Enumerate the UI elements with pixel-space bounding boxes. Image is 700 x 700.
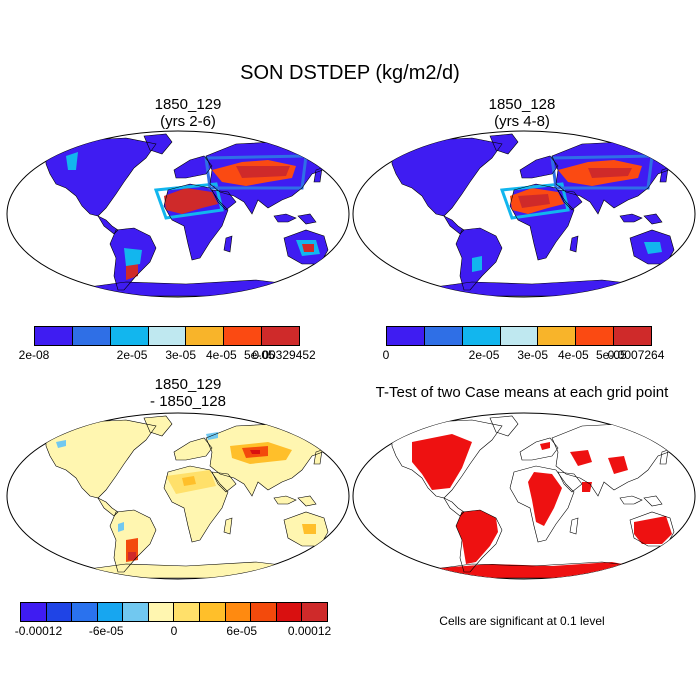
panel3-colorbar <box>20 602 328 622</box>
panel3-map <box>6 412 350 580</box>
panel3-title: 1850_129 - 1850_128 <box>18 376 358 410</box>
panel1-colorbar <box>34 326 300 346</box>
colorbar-swatch <box>123 603 149 621</box>
colorbar-swatch <box>21 603 47 621</box>
sahara-high <box>164 188 218 214</box>
panel3-title-line2: - 1850_128 <box>150 393 226 410</box>
colorbar-label: 4e-05 <box>557 348 589 362</box>
panel1-map <box>6 130 350 298</box>
colorbar-label: 6e-05 <box>226 624 258 638</box>
colorbar-label: -0.00012 <box>14 624 63 638</box>
colorbar-label: -6e-05 <box>88 624 124 638</box>
panel2-title: 1850_128 (yrs 4-8) <box>352 96 692 130</box>
colorbar-swatch <box>35 327 73 345</box>
colorbar-label: 0 <box>382 348 390 362</box>
colorbar-label: 2e-08 <box>18 348 50 362</box>
colorbar-label: 0 <box>170 624 178 638</box>
colorbar-swatch <box>276 603 303 621</box>
colorbar-swatch <box>110 327 149 345</box>
colorbar-swatch <box>614 327 652 345</box>
colorbar-label: 3e-05 <box>517 348 549 362</box>
colorbar-swatch <box>262 327 300 345</box>
australia-significant <box>634 516 672 544</box>
colorbar-label: 5e-05 <box>243 348 275 362</box>
colorbar-swatch <box>500 327 539 345</box>
colorbar-swatch <box>387 327 425 345</box>
australia-mid <box>644 242 662 254</box>
colorbar-swatch <box>424 327 463 345</box>
colorbar-swatch <box>72 327 111 345</box>
colorbar-label: 0.0007264 <box>607 348 665 362</box>
panel2-title-line1: 1850_128 <box>488 96 556 113</box>
south-america-significant <box>456 510 498 564</box>
panel3-title-line1: 1850_129 <box>154 376 222 393</box>
north-america-significant <box>412 434 472 490</box>
africa-significant <box>528 472 562 526</box>
colorbar-swatch <box>97 603 124 621</box>
panel4-map <box>352 412 696 580</box>
colorbar-label: 2e-05 <box>468 348 500 362</box>
australia-positive <box>302 524 316 534</box>
colorbar-swatch <box>148 327 187 345</box>
panel2-colorbar <box>386 326 652 346</box>
panel1-title-line1: 1850_129 <box>154 96 222 113</box>
panel1-title: 1850_129 (yrs 2-6) <box>18 96 358 130</box>
colorbar-swatch <box>224 327 263 345</box>
colorbar-swatch <box>251 603 277 621</box>
panel2-map <box>352 130 696 298</box>
asia-significant <box>608 456 628 474</box>
colorbar-swatch <box>302 603 327 621</box>
colorbar-label: 3e-05 <box>165 348 197 362</box>
panel4-title: T-Test of two Case means at each grid po… <box>352 384 692 401</box>
colorbar-swatch <box>462 327 501 345</box>
colorbar-swatch <box>538 327 577 345</box>
colorbar-swatch <box>576 327 615 345</box>
colorbar-swatch <box>148 603 175 621</box>
colorbar-swatch <box>46 603 73 621</box>
colorbar-swatch <box>186 327 225 345</box>
panel2-title-line2: (yrs 4-8) <box>494 113 550 130</box>
figure-title: SON DSTDEP (kg/m2/d) <box>240 62 460 84</box>
panel4-title-line1: T-Test of two Case means at each grid po… <box>375 384 669 401</box>
colorbar-swatch <box>200 603 226 621</box>
colorbar-swatch <box>174 603 201 621</box>
significance-note: Cells are significant at 0.1 level <box>439 614 605 628</box>
colorbar-swatch <box>225 603 252 621</box>
panel1-title-line2: (yrs 2-6) <box>160 113 216 130</box>
colorbar-label: 5e-05 <box>595 348 627 362</box>
colorbar-label: 0.00329452 <box>252 348 316 362</box>
colorbar-swatch <box>72 603 98 621</box>
negative-patch <box>56 440 66 448</box>
colorbar-label: 0.00012 <box>287 624 332 638</box>
patagonia-mid <box>472 256 482 272</box>
colorbar-label: 4e-05 <box>205 348 237 362</box>
colorbar-label: 2e-05 <box>116 348 148 362</box>
